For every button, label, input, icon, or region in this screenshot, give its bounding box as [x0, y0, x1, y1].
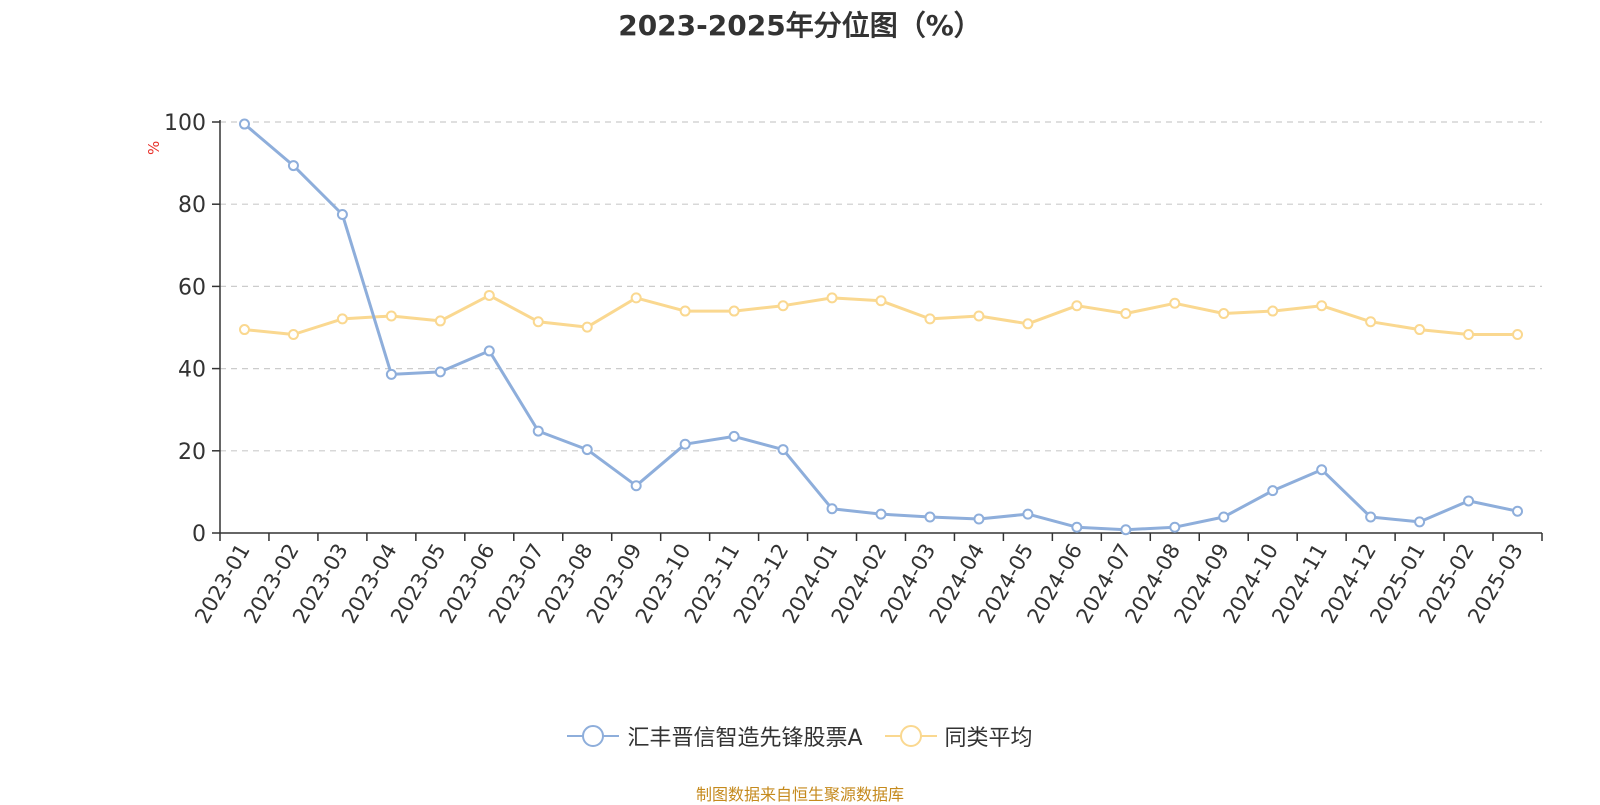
data-point-b: [287, 328, 299, 340]
axes: [212, 120, 1543, 541]
data-point-b: [238, 324, 250, 336]
data-point-b: [1414, 324, 1426, 336]
data-point-b: [679, 305, 691, 317]
data-point-b: [385, 310, 397, 322]
data-point-a: [924, 511, 936, 523]
data-point-a: [679, 438, 691, 450]
data-point-b: [1267, 305, 1279, 317]
data-point-a: [1512, 505, 1524, 517]
legend-swatch-series-b: [884, 725, 937, 747]
data-point-a: [875, 508, 887, 520]
legend-swatch-series-a: [567, 725, 620, 747]
tick-labels: 0204060801002023-012023-022023-032023-04…: [164, 111, 1528, 627]
data-point-a: [1022, 508, 1034, 520]
data-point-a: [1071, 521, 1083, 533]
data-point-b: [973, 310, 985, 322]
data-point-a: [1316, 464, 1328, 476]
data-point-a: [385, 368, 397, 380]
data-point-b: [826, 292, 838, 304]
data-point-a: [532, 425, 544, 437]
data-point-b: [1169, 297, 1181, 309]
data-point-a: [287, 160, 299, 172]
data-point-b: [630, 292, 642, 304]
y-tick-label: 80: [178, 193, 206, 218]
data-point-b: [483, 289, 495, 301]
legend-label-series-b: 同类平均: [944, 726, 1033, 751]
data-point-b: [924, 313, 936, 325]
data-point-b: [1512, 328, 1524, 340]
data-point-b: [1316, 300, 1328, 312]
data-point-a: [1120, 524, 1132, 536]
y-tick-label: 40: [178, 358, 206, 383]
data-point-a: [630, 480, 642, 492]
source-note: 制图数据来自恒生聚源数据库: [695, 785, 904, 804]
data-point-a: [1463, 495, 1475, 507]
data-point-b: [777, 300, 789, 312]
series-lines: [238, 118, 1524, 536]
data-point-a: [1218, 511, 1230, 523]
data-point-a: [1267, 485, 1279, 497]
data-point-a: [1414, 516, 1426, 528]
legend: 汇丰晋信智造先锋股票A 同类平均: [0, 720, 1600, 752]
data-point-a: [1365, 511, 1377, 523]
data-point-b: [1120, 308, 1132, 320]
data-point-b: [1218, 308, 1230, 320]
y-tick-label: 20: [178, 440, 206, 465]
legend-item-series-a[interactable]: 汇丰晋信智造先锋股票A: [567, 720, 863, 752]
data-point-b: [1463, 328, 1475, 340]
data-point-a: [336, 208, 348, 220]
data-point-a: [973, 513, 985, 525]
data-point-b: [1071, 300, 1083, 312]
data-point-a: [728, 430, 740, 442]
y-tick-label: 0: [192, 522, 206, 547]
y-tick-label: 60: [178, 275, 206, 300]
data-point-b: [336, 313, 348, 325]
data-point-b: [875, 295, 887, 307]
data-point-b: [1022, 318, 1034, 330]
legend-item-series-b[interactable]: 同类平均: [884, 720, 1033, 752]
chart-title: 2023-2025年分位图（%）: [618, 9, 982, 42]
data-point-a: [1169, 521, 1181, 533]
data-point-a: [581, 444, 593, 456]
data-point-a: [777, 444, 789, 456]
data-point-a: [483, 345, 495, 357]
data-point-b: [581, 321, 593, 333]
y-tick-label: 100: [164, 111, 206, 136]
data-point-b: [532, 316, 544, 328]
data-point-b: [434, 315, 446, 327]
data-point-b: [728, 305, 740, 317]
data-point-b: [1365, 316, 1377, 328]
legend-label-series-a: 汇丰晋信智造先锋股票A: [627, 726, 863, 751]
data-point-a: [434, 366, 446, 378]
grid-lines: [220, 121, 1542, 452]
data-point-a: [238, 118, 250, 130]
data-point-a: [826, 503, 838, 515]
